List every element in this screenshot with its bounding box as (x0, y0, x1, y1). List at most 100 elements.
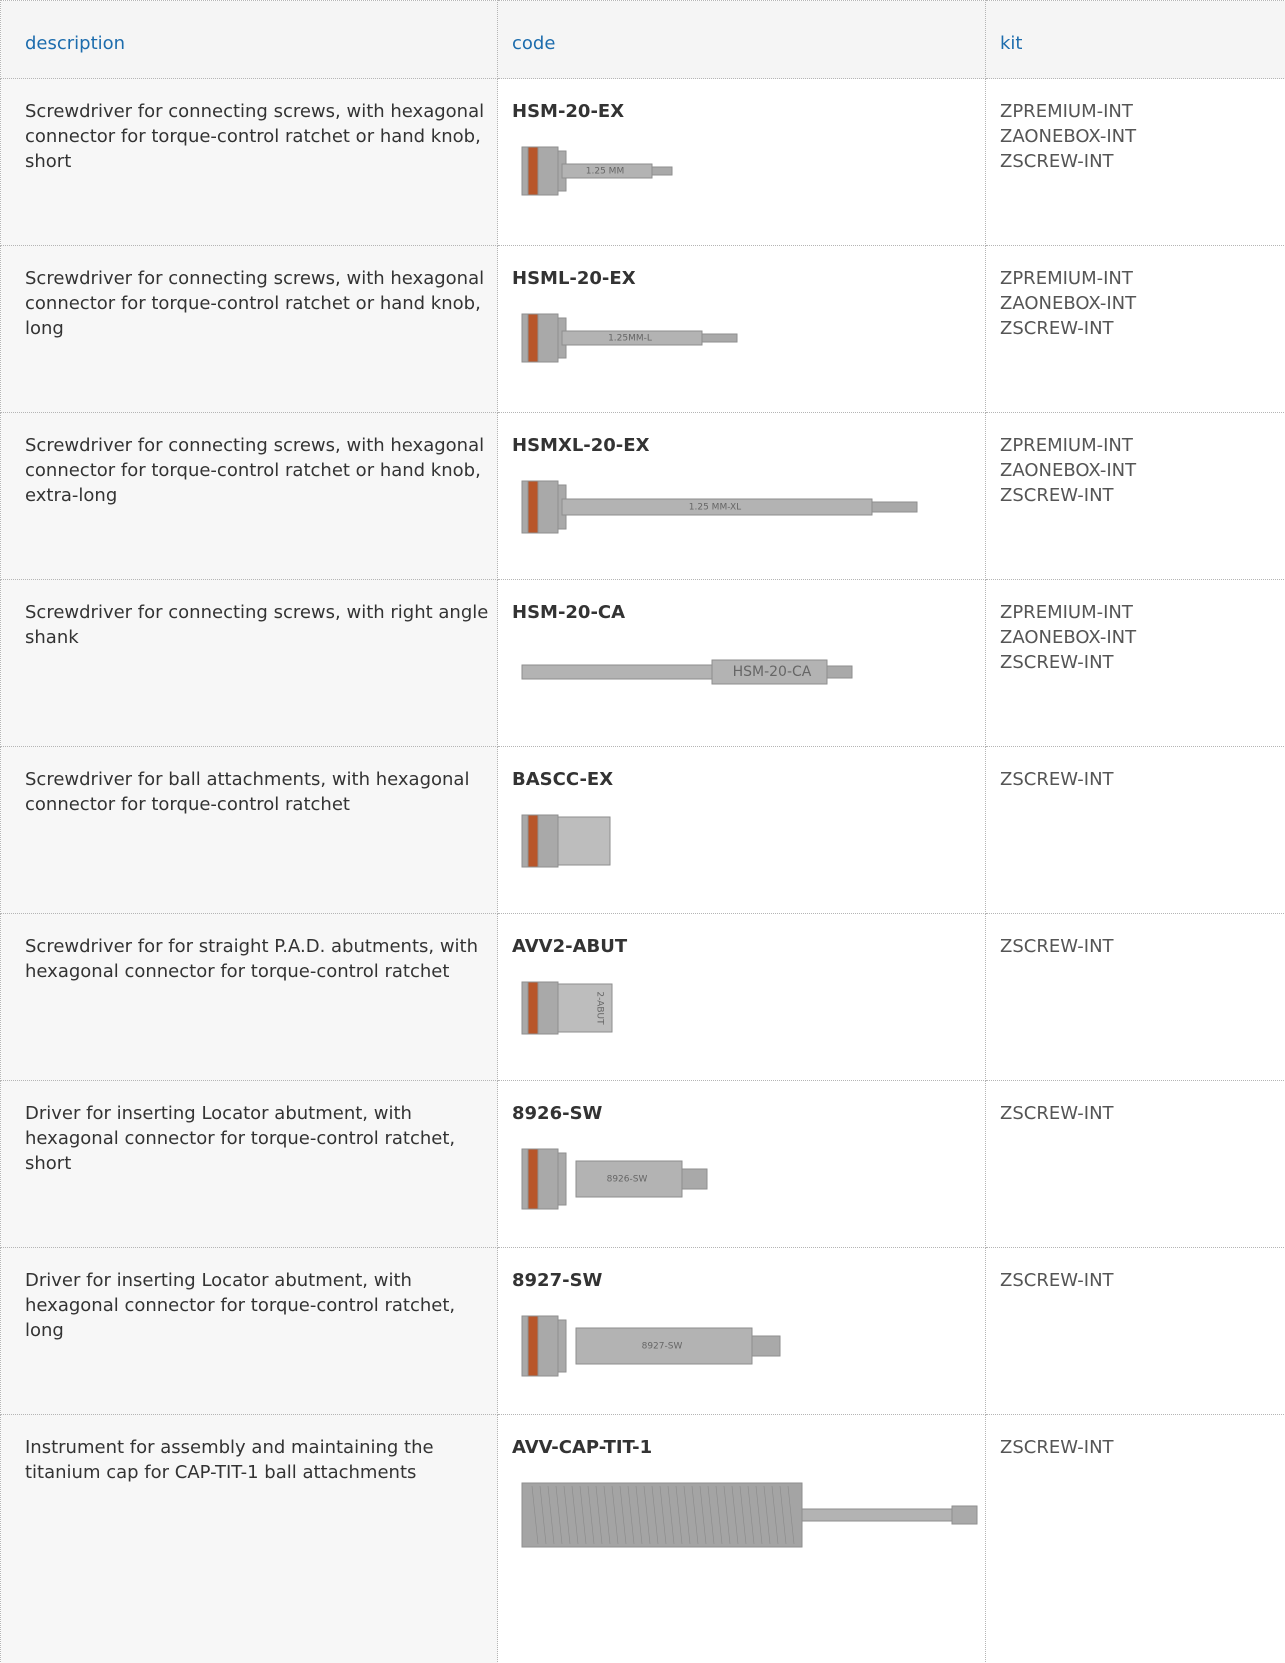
instrument-image: 8926-SW (521, 1148, 708, 1210)
knurl-line (739, 1485, 747, 1545)
engraving: 1.25 MM-XL (689, 503, 741, 513)
instrument-part (751, 1335, 781, 1357)
instrument-part (651, 166, 673, 176)
knurl-line (707, 1485, 715, 1545)
kit-name: ZAONEBOX-INT (1000, 293, 1137, 314)
instrument-image: 1.25 MM (521, 146, 673, 196)
knurl-line (619, 1485, 627, 1545)
instrument-image: 2-ABUT (521, 981, 613, 1035)
knurl-line (611, 1485, 619, 1545)
code: BASCC-EX (512, 769, 614, 790)
knurl-line (563, 1485, 571, 1545)
table-row: Instrument for assembly and maintaining … (0, 1414, 1285, 1663)
knurl-line (635, 1485, 643, 1545)
knurl-line (755, 1485, 763, 1545)
kit-name: ZSCREW-INT (1000, 769, 1114, 790)
instrument-image: HSM-20-CA (521, 659, 853, 685)
instrument-part (557, 1319, 567, 1373)
table-row: Driver for inserting Locator abutment, w… (0, 1247, 1285, 1415)
instrument-part (521, 313, 559, 363)
table-row: Screwdriver for connecting screws, with … (0, 245, 1285, 413)
kit-name: ZSCREW-INT (1000, 1270, 1114, 1291)
description: Driver for inserting Locator abutment, w… (0, 1247, 498, 1415)
knurl-line (667, 1485, 675, 1545)
instrument-part (521, 664, 713, 680)
description: Screwdriver for connecting screws, with … (0, 412, 498, 580)
header-cell: description (0, 0, 498, 79)
code-cell: HSM-20-EX 1.25 MM (497, 78, 986, 246)
knurl-line (547, 1485, 555, 1545)
table-row: Screwdriver for ball attachments, with h… (0, 746, 1285, 914)
instrument-part (521, 981, 559, 1035)
instrument-part (521, 146, 559, 196)
engraving: 8926-SW (607, 1175, 648, 1185)
instrument-image (521, 814, 611, 868)
code: HSML-20-EX (512, 268, 636, 289)
knurl-line (723, 1485, 731, 1545)
instrument-part (521, 480, 559, 534)
kit-cell: ZSCREW-INT (985, 1080, 1285, 1248)
code-cell: HSM-20-CA HSM-20-CA (497, 579, 986, 747)
instrument-part (521, 1482, 803, 1548)
orange-band (527, 1315, 539, 1377)
kit-name: ZAONEBOX-INT (1000, 460, 1137, 481)
knurl-line (595, 1485, 603, 1545)
header-cell: code (497, 0, 986, 79)
instrument-part (521, 1148, 559, 1210)
instrument-part (521, 1315, 559, 1377)
engraving: 1.25 MM (586, 167, 624, 177)
kit-name: ZSCREW-INT (1000, 936, 1114, 957)
kit-cell: ZSCREW-INT (985, 1247, 1285, 1415)
code: HSM-20-EX (512, 101, 625, 122)
description: Driver for inserting Locator abutment, w… (0, 1080, 498, 1248)
engraving: 1.25MM-L (608, 334, 652, 344)
instrument-part (557, 983, 613, 1033)
knurl-line (771, 1485, 779, 1545)
instrument-part (701, 333, 738, 343)
knurl-line (675, 1485, 683, 1545)
instrument-image: 1.25 MM-XL (521, 480, 918, 534)
kit-name: ZAONEBOX-INT (1000, 627, 1137, 648)
knurl-line (579, 1485, 587, 1545)
kit-name: ZSCREW-INT (1000, 1103, 1114, 1124)
kit-name: ZAONEBOX-INT (1000, 126, 1137, 147)
knurl-line (763, 1485, 771, 1545)
kit-name: ZSCREW-INT (1000, 485, 1114, 506)
knurl-line (731, 1485, 739, 1545)
code: AVV2-ABUT (512, 936, 628, 957)
instrument-part (557, 1152, 567, 1206)
knurl-line (643, 1485, 651, 1545)
kit-cell: ZPREMIUM-INT ZAONEBOX-INT ZSCREW-INT (985, 579, 1285, 747)
knurl-line (531, 1485, 539, 1545)
kit-name: ZPREMIUM-INT (1000, 602, 1133, 623)
code: HSM-20-CA (512, 602, 626, 623)
table-row: Driver for inserting Locator abutment, w… (0, 1080, 1285, 1248)
code-cell: AVV2-ABUT 2-ABUT (497, 913, 986, 1081)
instrument-part (681, 1168, 708, 1190)
knurl-line (699, 1485, 707, 1545)
kit-cell: ZSCREW-INT (985, 913, 1285, 1081)
description: Screwdriver for for straight P.A.D. abut… (0, 913, 498, 1081)
table-row: Screwdriver for connecting screws, with … (0, 579, 1285, 747)
instrument-part (951, 1505, 978, 1525)
knurl-line (587, 1485, 595, 1545)
code-cell: BASCC-EX (497, 746, 986, 914)
kit-name: ZPREMIUM-INT (1000, 268, 1133, 289)
knurl-line (779, 1485, 787, 1545)
knurl-line (603, 1485, 611, 1545)
kit-name: ZSCREW-INT (1000, 652, 1114, 673)
instrument-part (521, 814, 559, 868)
instrument-image: 1.25MM-L (521, 313, 738, 363)
code-cell: HSML-20-EX 1.25MM-L (497, 245, 986, 413)
description: Screwdriver for connecting screws, with … (0, 579, 498, 747)
knurl-line (651, 1485, 659, 1545)
description: Screwdriver for ball attachments, with h… (0, 746, 498, 914)
knurl-line (715, 1485, 723, 1545)
knurl-line (539, 1485, 547, 1545)
kit-name: ZPREMIUM-INT (1000, 101, 1133, 122)
orange-band (527, 814, 539, 868)
header-row: description code kit (0, 0, 1285, 79)
instrument-part (826, 665, 853, 679)
knurl-line (555, 1485, 563, 1545)
orange-band (527, 480, 539, 534)
